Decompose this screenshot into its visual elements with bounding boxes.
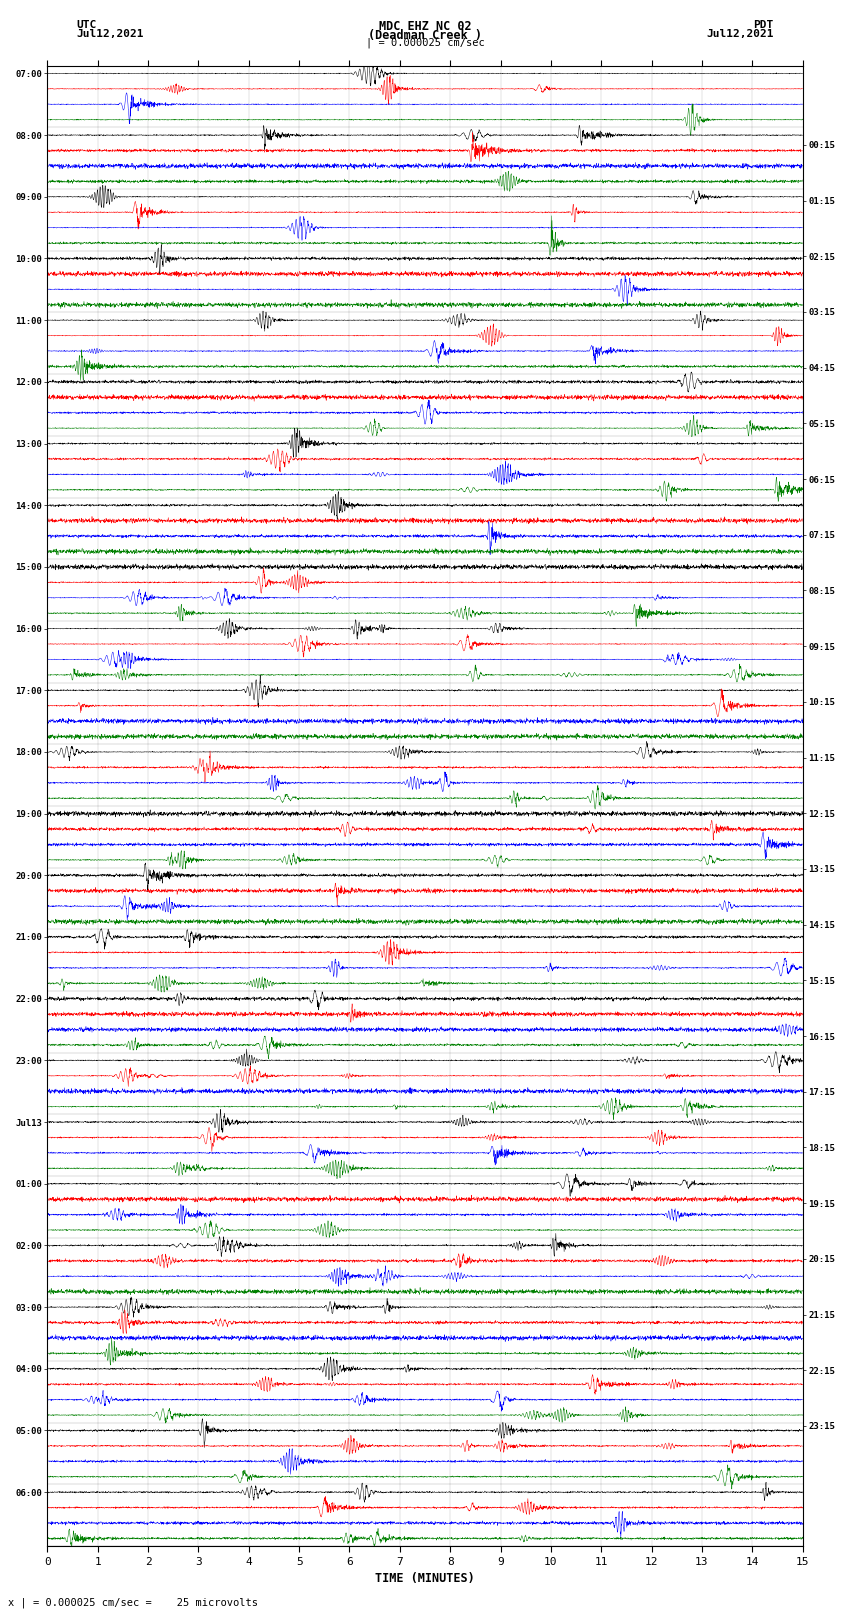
Text: x | = 0.000025 cm/sec =    25 microvolts: x | = 0.000025 cm/sec = 25 microvolts [8,1597,258,1608]
X-axis label: TIME (MINUTES): TIME (MINUTES) [375,1573,475,1586]
Text: (Deadman Creek ): (Deadman Creek ) [368,29,482,42]
Text: Jul12,2021: Jul12,2021 [76,29,144,39]
Text: Jul12,2021: Jul12,2021 [706,29,774,39]
Text: PDT: PDT [753,19,774,31]
Text: | = 0.000025 cm/sec: | = 0.000025 cm/sec [366,37,484,48]
Text: UTC: UTC [76,19,97,31]
Text: MDC EHZ NC 02: MDC EHZ NC 02 [379,19,471,34]
